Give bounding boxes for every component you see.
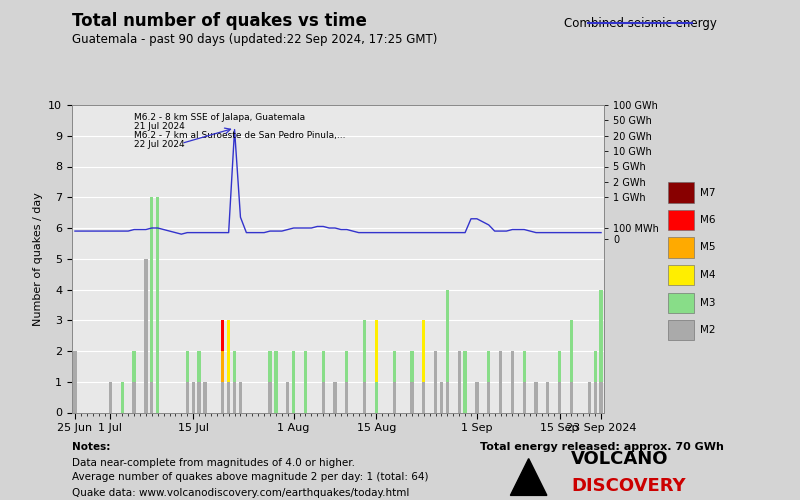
Bar xyxy=(156,197,159,412)
Bar xyxy=(487,351,490,382)
Text: 21 Jul 2024: 21 Jul 2024 xyxy=(134,122,185,131)
Bar xyxy=(522,351,526,382)
Bar xyxy=(594,351,597,382)
Bar xyxy=(510,351,514,412)
Text: Quake data: www.volcanodiscovery.com/earthquakes/today.html: Quake data: www.volcanodiscovery.com/ear… xyxy=(72,488,410,498)
Bar xyxy=(570,320,573,382)
Bar xyxy=(227,320,230,382)
Bar xyxy=(410,351,414,382)
Bar xyxy=(363,382,366,412)
Bar xyxy=(422,320,426,382)
Bar xyxy=(587,382,591,412)
Bar xyxy=(74,351,77,412)
Bar xyxy=(239,382,242,412)
Bar xyxy=(363,320,366,382)
Bar xyxy=(440,382,443,412)
Bar xyxy=(133,382,136,412)
Text: M6.2 - 8 km SSE of Jalapa, Guatemala: M6.2 - 8 km SSE of Jalapa, Guatemala xyxy=(134,112,305,122)
Bar xyxy=(233,382,236,412)
Text: Data near-complete from magnitudes of 4.0 or higher.: Data near-complete from magnitudes of 4.… xyxy=(72,458,355,468)
Bar xyxy=(292,351,295,412)
Text: DISCOVERY: DISCOVERY xyxy=(571,476,686,494)
Bar xyxy=(599,382,602,412)
Text: M3: M3 xyxy=(700,298,715,308)
Bar xyxy=(268,351,272,382)
Text: Notes:: Notes: xyxy=(72,442,110,452)
Text: M6: M6 xyxy=(700,215,715,225)
Bar xyxy=(304,351,307,412)
Bar xyxy=(374,320,378,382)
Bar xyxy=(594,382,597,412)
Bar xyxy=(268,382,272,412)
Text: Total number of quakes vs time: Total number of quakes vs time xyxy=(72,12,367,30)
Bar xyxy=(144,259,147,412)
Bar xyxy=(233,351,236,382)
Bar xyxy=(558,351,562,382)
Bar xyxy=(221,351,224,382)
Bar xyxy=(410,382,414,412)
Text: 22 Jul 2024: 22 Jul 2024 xyxy=(134,140,185,149)
Bar xyxy=(463,351,466,412)
Bar xyxy=(346,382,349,412)
Bar xyxy=(422,382,426,412)
Bar xyxy=(434,351,437,412)
Bar xyxy=(322,382,325,412)
Bar xyxy=(499,351,502,412)
Bar xyxy=(198,382,201,412)
Text: Combined seismic energy: Combined seismic energy xyxy=(563,18,717,30)
Bar xyxy=(274,351,278,412)
Bar xyxy=(221,382,224,412)
Bar xyxy=(487,382,490,412)
Bar xyxy=(534,382,538,412)
Bar xyxy=(191,382,195,412)
Bar xyxy=(374,382,378,412)
Bar xyxy=(203,382,206,412)
Bar xyxy=(558,382,562,412)
Bar xyxy=(446,382,449,412)
Bar xyxy=(186,382,189,412)
Bar xyxy=(227,382,230,412)
Text: Total energy released: approx. 70 GWh: Total energy released: approx. 70 GWh xyxy=(480,442,724,452)
Bar xyxy=(458,351,461,412)
Bar xyxy=(393,351,396,382)
Bar xyxy=(150,382,154,412)
Bar xyxy=(322,351,325,382)
Polygon shape xyxy=(510,458,547,496)
Bar xyxy=(186,351,189,382)
Bar xyxy=(446,290,449,382)
Y-axis label: Number of quakes / day: Number of quakes / day xyxy=(33,192,42,326)
Bar xyxy=(475,382,478,412)
Text: M4: M4 xyxy=(700,270,715,280)
Bar xyxy=(334,382,337,412)
Bar xyxy=(121,382,124,412)
Text: M7: M7 xyxy=(700,188,715,198)
Text: M2: M2 xyxy=(700,325,715,335)
Bar xyxy=(133,351,136,382)
Text: M5: M5 xyxy=(700,242,715,252)
Bar xyxy=(393,382,396,412)
Bar xyxy=(570,382,573,412)
Bar xyxy=(346,351,349,382)
Bar xyxy=(599,290,602,382)
Bar xyxy=(198,351,201,382)
Bar xyxy=(522,382,526,412)
Text: M6.2 - 7 km al Suroeste de San Pedro Pinula,...: M6.2 - 7 km al Suroeste de San Pedro Pin… xyxy=(134,131,346,140)
Text: Guatemala - past 90 days (updated:22 Sep 2024, 17:25 GMT): Guatemala - past 90 days (updated:22 Sep… xyxy=(72,32,438,46)
Bar xyxy=(150,197,154,382)
Bar xyxy=(546,382,550,412)
Text: VOLCANO: VOLCANO xyxy=(571,450,669,468)
Bar xyxy=(109,382,112,412)
Text: Average number of quakes above magnitude 2 per day: 1 (total: 64): Average number of quakes above magnitude… xyxy=(72,472,429,482)
Bar xyxy=(286,382,290,412)
Bar xyxy=(221,320,224,351)
